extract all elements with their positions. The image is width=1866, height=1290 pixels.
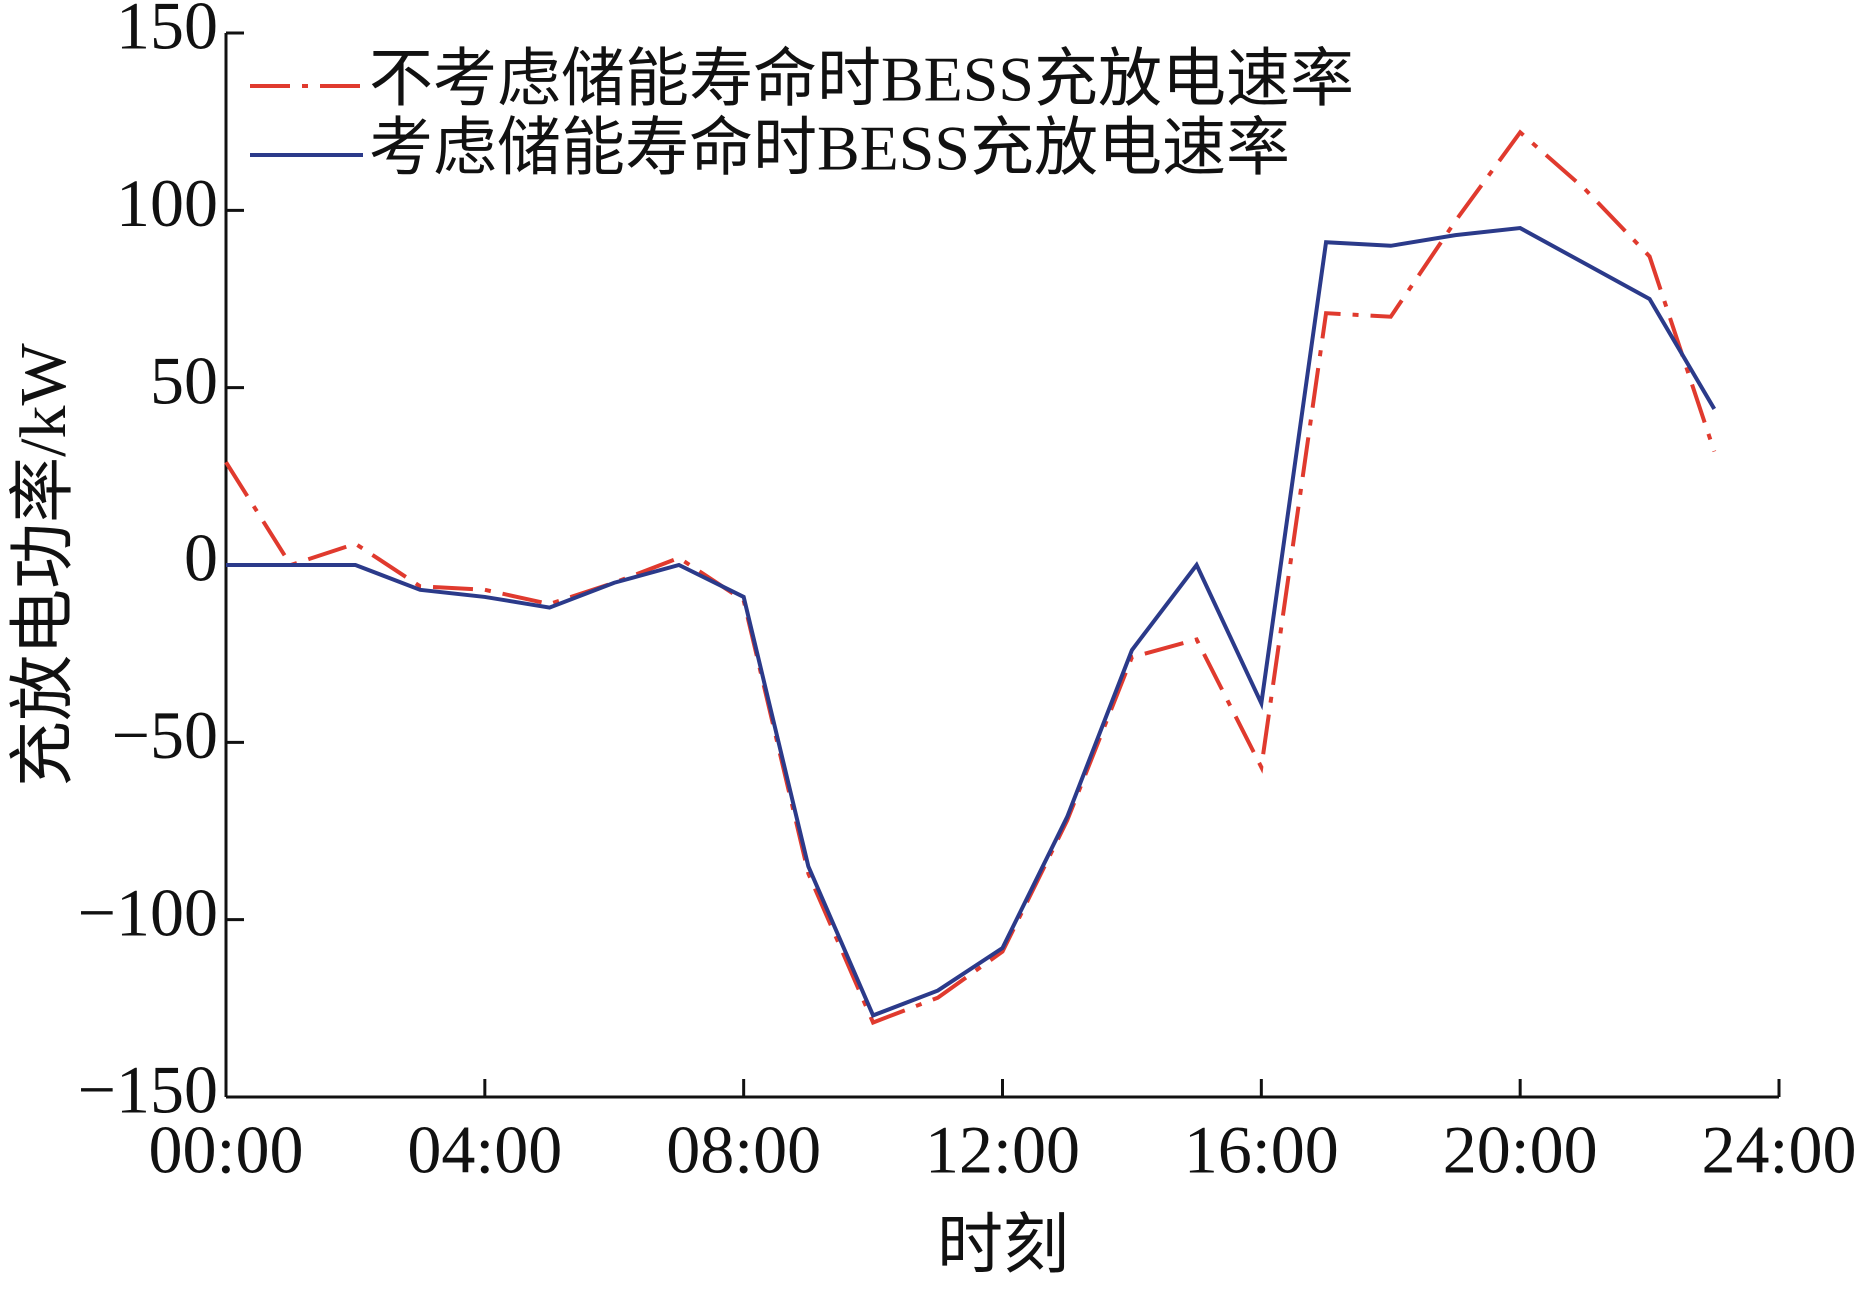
legend-label: 不考虑储能寿命时BESS充放电速率 bbox=[369, 44, 1354, 115]
x-axis-label: 时刻 bbox=[937, 1209, 1069, 1282]
y-tick-label: 100 bbox=[116, 165, 218, 241]
x-tick-label: 20:00 bbox=[1443, 1112, 1598, 1188]
x-tick-label: 24:00 bbox=[1702, 1112, 1857, 1188]
series-line bbox=[226, 226, 1717, 1018]
y-tick-label: 150 bbox=[116, 0, 218, 64]
series-line bbox=[224, 129, 1717, 1026]
x-tick-label: 08:00 bbox=[666, 1112, 821, 1188]
y-tick-label: −150 bbox=[78, 1052, 218, 1128]
x-tick-label: 12:00 bbox=[925, 1112, 1080, 1188]
x-tick-label: 16:00 bbox=[1184, 1112, 1339, 1188]
legend-label: 考虑储能寿命时BESS充放电速率 bbox=[369, 113, 1290, 184]
y-tick-label: −100 bbox=[78, 874, 218, 950]
x-tick-label: 04:00 bbox=[407, 1112, 562, 1188]
y-tick-label: −50 bbox=[112, 697, 218, 773]
y-axis-label: 充放电功率/kW bbox=[7, 342, 80, 786]
y-tick-label: 50 bbox=[150, 342, 218, 418]
y-tick-label: 0 bbox=[184, 520, 218, 596]
x-tick-label: 00:00 bbox=[149, 1112, 304, 1188]
